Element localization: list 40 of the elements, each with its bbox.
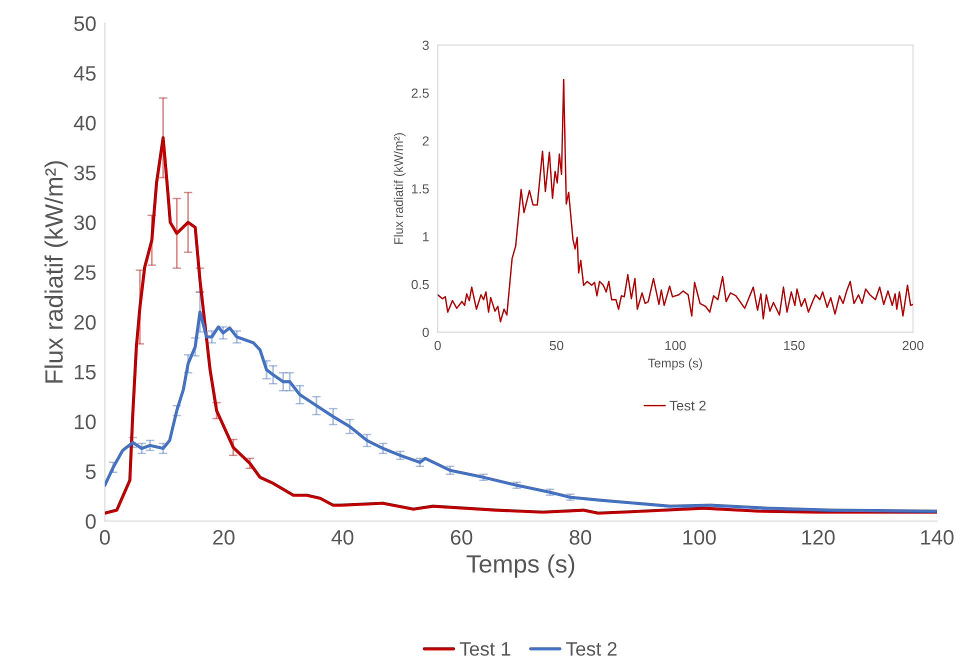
y-axis-title: Flux radiatif (kW/m²) xyxy=(394,133,406,244)
x-tick-label: 60 xyxy=(450,530,472,545)
y-axis-title: Flux radiatif (kW/m²) xyxy=(44,161,68,383)
y-tick-label: 25 xyxy=(74,265,96,280)
y-tick-label: 3 xyxy=(422,40,429,50)
y-tick-label: 0 xyxy=(422,328,429,338)
y-tick-label: 35 xyxy=(74,166,96,180)
y-tick-label: 1 xyxy=(423,232,429,242)
legend-label: Test 2 xyxy=(670,400,706,411)
y-tick-label: 45 xyxy=(74,66,96,81)
y-tick-label: 0 xyxy=(86,514,96,529)
x-tick-label: 100 xyxy=(683,530,716,545)
y-tick-label: 1.5 xyxy=(412,184,429,194)
x-tick-label: 0 xyxy=(434,340,441,350)
x-tick-label: 150 xyxy=(784,340,805,350)
x-axis-title: Temps (s) xyxy=(466,554,574,578)
x-tick-label: 120 xyxy=(802,530,835,545)
y-tick-label: 2.5 xyxy=(412,88,429,98)
line-series xyxy=(438,78,913,322)
x-tick-label: 80 xyxy=(570,530,592,545)
y-tick-label: 40 xyxy=(74,116,96,131)
legend-label: Test 2 xyxy=(566,642,617,656)
y-tick-label: 10 xyxy=(74,414,96,430)
y-tick-label: 50 xyxy=(74,16,96,31)
x-tick-label: 50 xyxy=(550,340,564,350)
legend-label: Test 1 xyxy=(460,642,510,656)
x-tick-label: 100 xyxy=(665,340,686,350)
x-tick-label: 0 xyxy=(100,530,110,545)
y-tick-label: 0.5 xyxy=(412,280,429,290)
x-tick-label: 200 xyxy=(902,340,924,350)
x-tick-label: 140 xyxy=(921,530,954,545)
x-tick-label: 20 xyxy=(213,530,235,545)
x-tick-label: 40 xyxy=(332,530,354,545)
line-series xyxy=(104,310,937,513)
x-axis-title: Temps (s) xyxy=(648,358,702,370)
y-tick-label: 20 xyxy=(74,314,96,330)
y-tick-label: 2 xyxy=(422,136,429,146)
y-tick-label: 5 xyxy=(86,464,96,480)
y-tick-label: 30 xyxy=(74,215,96,230)
y-tick-label: 15 xyxy=(74,364,96,380)
